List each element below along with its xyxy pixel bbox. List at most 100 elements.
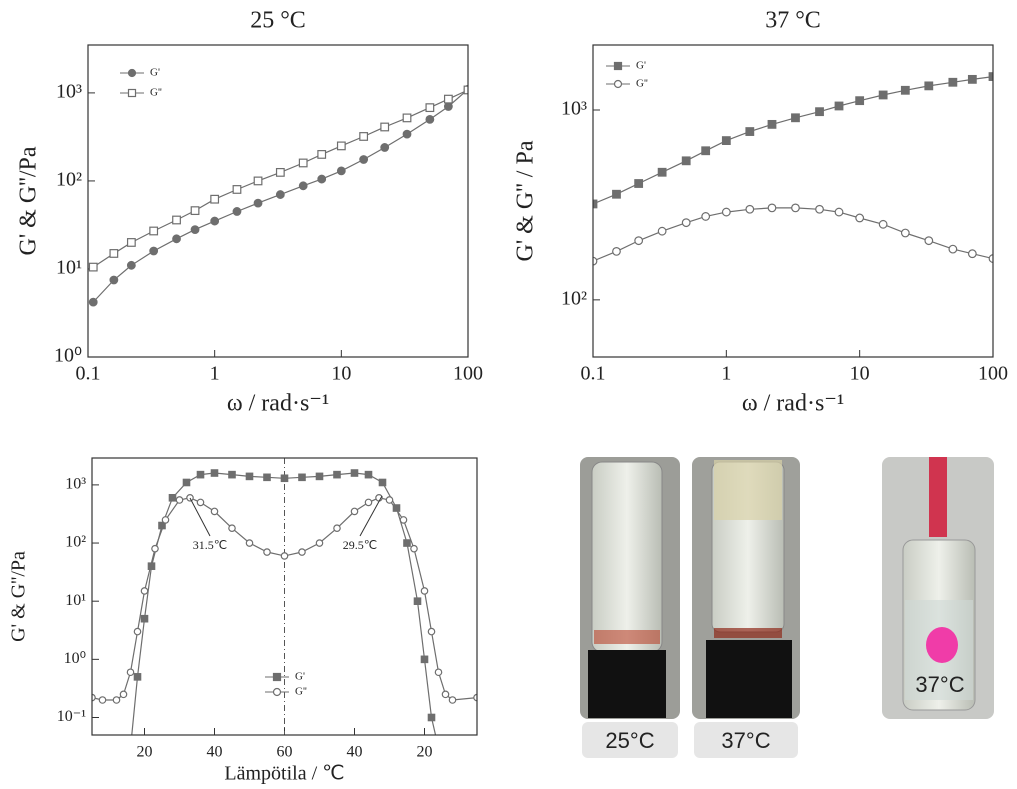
chart: 37 °C ω / rad·s⁻¹ G' & G'' / Pa 0.1 1 10 100 10… (513, 8, 1009, 417)
legend-marker (613, 61, 623, 71)
marker (413, 597, 422, 605)
marker (924, 81, 934, 91)
marker (126, 238, 136, 247)
y-axis-label: G' & G''/Pa (8, 551, 30, 642)
marker (182, 478, 191, 487)
marker (210, 507, 219, 516)
marker (634, 236, 644, 246)
legend-label: G' (636, 60, 646, 72)
marker (380, 143, 390, 152)
marker (336, 141, 346, 151)
marker (410, 544, 418, 553)
plot-area (88, 84, 468, 307)
x-tick-label: 20 (137, 744, 153, 761)
legend-marker (272, 687, 282, 697)
marker (463, 85, 468, 95)
x-tick-label: 20 (417, 744, 433, 761)
marker (657, 167, 667, 177)
y-tick-label: 10³ (561, 98, 587, 120)
marker (435, 745, 441, 751)
marker (767, 203, 777, 213)
x-axis-label: Lämpötila / ℃ (224, 763, 344, 785)
marker (190, 206, 200, 216)
marker (186, 493, 194, 502)
marker (364, 470, 373, 479)
series-line (92, 89, 468, 268)
marker (420, 655, 429, 664)
marker (815, 107, 824, 117)
photo-label: 37°C (721, 728, 770, 753)
marker (298, 181, 308, 191)
marker (317, 174, 327, 184)
marker (745, 204, 755, 214)
chart: 25 °C ω / rad·s⁻¹ G' & G''/Pa 0.1 1 10 100 10⁰ 1… (16, 8, 484, 417)
marker (232, 207, 242, 216)
marker (420, 587, 429, 595)
marker (112, 696, 121, 704)
marker (380, 122, 390, 132)
x-tick-label: 1 (210, 363, 220, 385)
marker (210, 216, 220, 226)
marker (427, 713, 436, 722)
marker (172, 234, 181, 244)
marker (133, 627, 142, 636)
marker (657, 226, 667, 236)
marker (350, 507, 359, 516)
marker (834, 207, 844, 217)
marker (275, 167, 285, 177)
chart: Lämpötila / ℃ G' & G''/Pa 20 40 60 40 20 10⁻¹ 10… (8, 457, 478, 785)
marker (315, 539, 324, 547)
photo-label: 25°C (605, 728, 654, 753)
marker (127, 745, 133, 751)
marker (151, 544, 159, 553)
marker (612, 246, 621, 256)
marker (253, 198, 263, 208)
plot-area (92, 469, 477, 751)
y-axis-label: G' & G'' / Pa (513, 140, 539, 261)
marker (210, 469, 219, 477)
chart-title: 37 °C (765, 8, 821, 34)
legend-label: G'' (636, 78, 648, 90)
plot-area (593, 72, 993, 266)
marker (878, 219, 888, 229)
x-axis-label: ω / rad·s⁻¹ (742, 391, 844, 417)
x-tick-label: 100 (978, 363, 1008, 385)
marker (948, 77, 958, 87)
marker (988, 72, 993, 81)
marker (402, 129, 412, 139)
marker (228, 524, 236, 532)
marker (315, 472, 324, 481)
marker (721, 136, 731, 146)
x-tick-label: 0.1 (76, 363, 101, 385)
y-tick-label: 10⁰ (64, 650, 86, 667)
photo-panel: 37°C (882, 457, 994, 719)
marker (280, 474, 289, 483)
legend-label: G' (295, 671, 305, 683)
plot-frame (592, 44, 994, 358)
marker (263, 548, 271, 556)
x-axis-label: ω / rad·s⁻¹ (227, 391, 329, 417)
marker (149, 246, 159, 256)
y-tick-label: 10³ (65, 476, 86, 493)
photo-label: 37°C (915, 672, 964, 697)
marker (359, 155, 369, 164)
marker (232, 185, 242, 194)
marker (721, 207, 731, 217)
marker (98, 696, 107, 704)
plot-frame (87, 44, 469, 358)
marker (701, 146, 711, 156)
marker (196, 498, 205, 507)
marker (403, 539, 411, 547)
marker (333, 470, 341, 479)
marker (350, 469, 359, 477)
x-tick-label: 100 (453, 363, 483, 385)
marker (140, 614, 149, 623)
y-tick-label: 10² (65, 534, 86, 551)
marker (359, 132, 369, 141)
marker (149, 226, 159, 236)
marker (298, 548, 306, 556)
marker (126, 668, 135, 677)
marker (298, 473, 306, 482)
marker (701, 212, 711, 221)
